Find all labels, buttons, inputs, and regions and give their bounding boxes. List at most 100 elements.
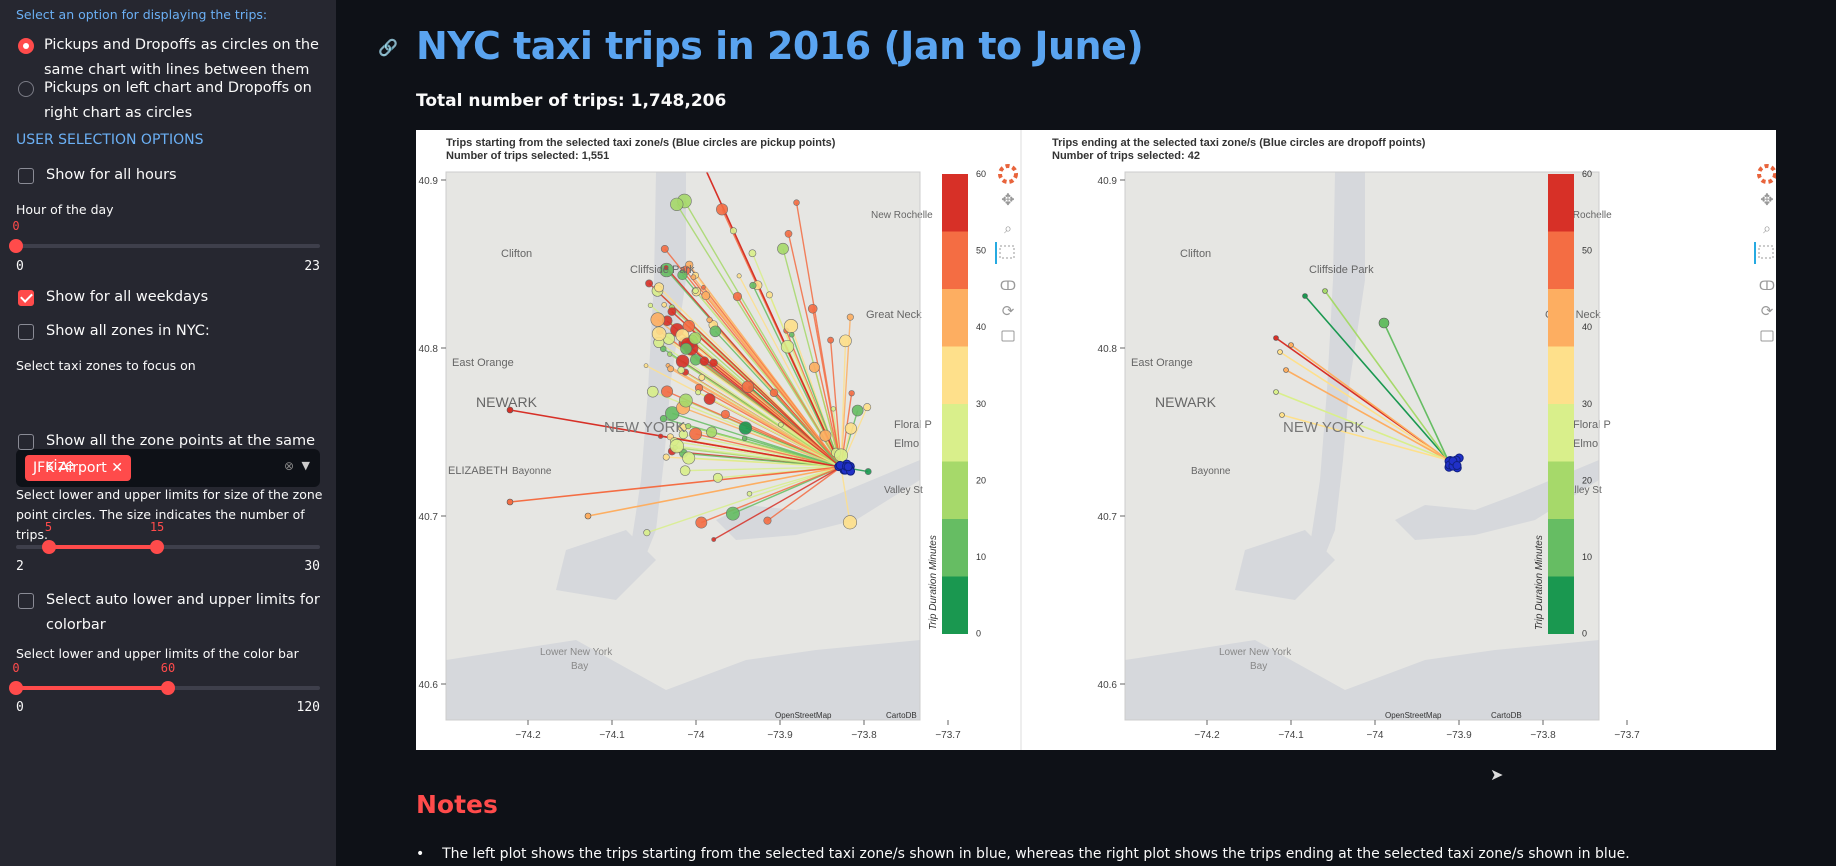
- hour-slider[interactable]: 0: [9, 219, 320, 253]
- selected-zone-point: [1452, 461, 1462, 471]
- pickup-zone-point: [1273, 389, 1279, 395]
- pickup-zone-point: [709, 358, 718, 368]
- checkbox-icon[interactable]: [18, 434, 34, 450]
- left-y-tick-label: 40.9: [419, 176, 439, 187]
- link-icon[interactable]: 🔗: [378, 38, 398, 57]
- left-attribution-carto[interactable]: CartoDB: [886, 711, 917, 720]
- color-slider-high-thumb[interactable]: [161, 681, 175, 695]
- display-option-1[interactable]: Pickups and Dropoffs as circles on the sa…: [18, 33, 319, 83]
- size-limits-line1: Select lower and upper limits for size o…: [16, 487, 323, 502]
- show-all-weekdays-checkbox[interactable]: Show for all weekdays: [18, 285, 208, 310]
- pickup-zone-point: [839, 334, 852, 348]
- pan-icon[interactable]: ✥: [1001, 192, 1014, 209]
- box-select-icon[interactable]: [999, 245, 1015, 259]
- display-option-label: Select an option for displaying the trip…: [16, 7, 268, 22]
- clear-icon[interactable]: ⊗: [283, 459, 294, 473]
- right-map[interactable]: [1125, 172, 1599, 720]
- pickup-zone-point: [661, 302, 667, 308]
- right-lines: [1275, 290, 1449, 461]
- left-colorbar-segment: [942, 231, 968, 289]
- reset-icon[interactable]: ⟳: [1002, 303, 1015, 320]
- right-attribution-carto[interactable]: CartoDB: [1491, 711, 1522, 720]
- hover-icon[interactable]: [1760, 330, 1774, 342]
- hour-slider-thumb[interactable]: [9, 239, 23, 253]
- pickup-zone-point: [749, 281, 757, 290]
- lasso-icon[interactable]: ↀ: [1000, 278, 1016, 293]
- checkbox-checked-icon[interactable]: [18, 290, 34, 306]
- color-min: 0: [16, 700, 24, 715]
- right-x-tick-label: −73.9: [1446, 730, 1472, 741]
- pickup-zone-point: [698, 374, 706, 381]
- checkbox-icon[interactable]: [18, 324, 34, 340]
- radio-selected-icon[interactable]: [18, 38, 34, 54]
- radio-unselected-icon[interactable]: [18, 81, 34, 97]
- pickup-zone-point: [675, 354, 690, 368]
- pickup-zone-point: [784, 229, 793, 238]
- trip-line: [795, 202, 842, 468]
- color-slider-low-thumb[interactable]: [9, 681, 23, 695]
- show-all-zones-checkbox[interactable]: Show all zones in NYC:: [18, 319, 210, 344]
- size-slider[interactable]: 5 15: [16, 520, 320, 554]
- reset-icon[interactable]: ⟳: [1761, 303, 1774, 320]
- lasso-icon[interactable]: ↀ: [1759, 278, 1775, 293]
- sidebar: Select an option for displaying the trip…: [0, 0, 336, 866]
- pickup-zone-point: [848, 390, 855, 397]
- checkbox-icon[interactable]: [18, 168, 34, 184]
- pickup-zone-point: [863, 403, 872, 412]
- pickup-zone-point: [657, 433, 664, 439]
- pickup-zone-point: [712, 472, 723, 483]
- wheel-zoom-icon[interactable]: ⌕: [1763, 220, 1771, 236]
- page-title: NYC taxi trips in 2016 (Jan to June): [416, 24, 1144, 68]
- right-plot-title: Trips ending at the selected taxi zone/s…: [1052, 137, 1426, 149]
- bokeh-logo-icon[interactable]: [1757, 164, 1777, 184]
- pan-icon[interactable]: ✥: [1760, 192, 1773, 209]
- bokeh-logo-icon[interactable]: [998, 164, 1018, 184]
- left-attribution-osm[interactable]: OpenStreetMap: [775, 711, 832, 720]
- right-colorbar-segment: [1548, 519, 1574, 577]
- auto-limits-checkbox[interactable]: Select auto lower and upper limits for co…: [18, 588, 320, 638]
- pickup-zone-point: [777, 242, 789, 255]
- pickup-zone-point: [695, 516, 708, 529]
- size-slider-high-thumb[interactable]: [150, 540, 165, 554]
- trip-line: [840, 466, 851, 523]
- left-colorbar-tick: 0: [976, 629, 981, 639]
- same-size-checkbox[interactable]: Show all the zone points at the same size: [18, 429, 315, 479]
- right-map-label: Bayonne: [1191, 466, 1231, 477]
- left-colorbar-tick: 20: [976, 475, 986, 485]
- left-toolbar: ✥ ⌕ ↀ ⟳: [995, 164, 1018, 342]
- left-map-label: Valley St: [884, 485, 923, 496]
- chevron-down-icon[interactable]: ▼: [301, 459, 310, 472]
- pickup-zone-point: [669, 439, 684, 454]
- trip-line: [695, 433, 842, 468]
- trip-line: [1304, 295, 1449, 461]
- size-slider-low-thumb[interactable]: [41, 540, 56, 554]
- zone-tag[interactable]: JFK Airport ✕: [25, 455, 131, 481]
- same-size-line1: Show all the zone points at the same: [46, 433, 316, 449]
- pickup-zone-point: [647, 302, 654, 308]
- pickup-zone-point: [729, 227, 737, 235]
- pickup-zone-point: [741, 435, 748, 442]
- box-select-icon[interactable]: [1758, 245, 1774, 259]
- trip-line: [669, 353, 842, 468]
- right-attribution-osm[interactable]: OpenStreetMap: [1385, 711, 1442, 720]
- show-all-hours-checkbox[interactable]: Show for all hours: [18, 163, 177, 188]
- left-y-tick-label: 40.8: [419, 344, 439, 355]
- right-y-tick-label: 40.8: [1098, 344, 1118, 355]
- pickup-zone-point: [819, 429, 832, 442]
- trip-line: [1285, 369, 1449, 461]
- right-map-label: Cliffside Park: [1309, 264, 1374, 276]
- wheel-zoom-icon[interactable]: ⌕: [1004, 220, 1012, 236]
- zone-multiselect[interactable]: JFK Airport ✕ ⊗ ▼: [16, 449, 320, 487]
- hover-icon[interactable]: [1001, 330, 1015, 342]
- display-option-2[interactable]: Pickups on left chart and Dropoffs on rig…: [18, 76, 312, 126]
- pickup-zone-point: [663, 265, 669, 270]
- auto-limits-line1: Select auto lower and upper limits for: [46, 592, 320, 608]
- checkbox-icon[interactable]: [18, 593, 34, 609]
- pickup-zone-point: [667, 307, 677, 316]
- right-colorbar-segment: [1548, 289, 1574, 347]
- color-slider[interactable]: 0 60: [9, 661, 320, 695]
- close-icon[interactable]: ✕: [111, 460, 123, 476]
- left-map-label: Bay: [571, 661, 588, 672]
- left-colorbar-segment: [942, 576, 968, 634]
- left-colorbar-tick: 30: [976, 399, 986, 409]
